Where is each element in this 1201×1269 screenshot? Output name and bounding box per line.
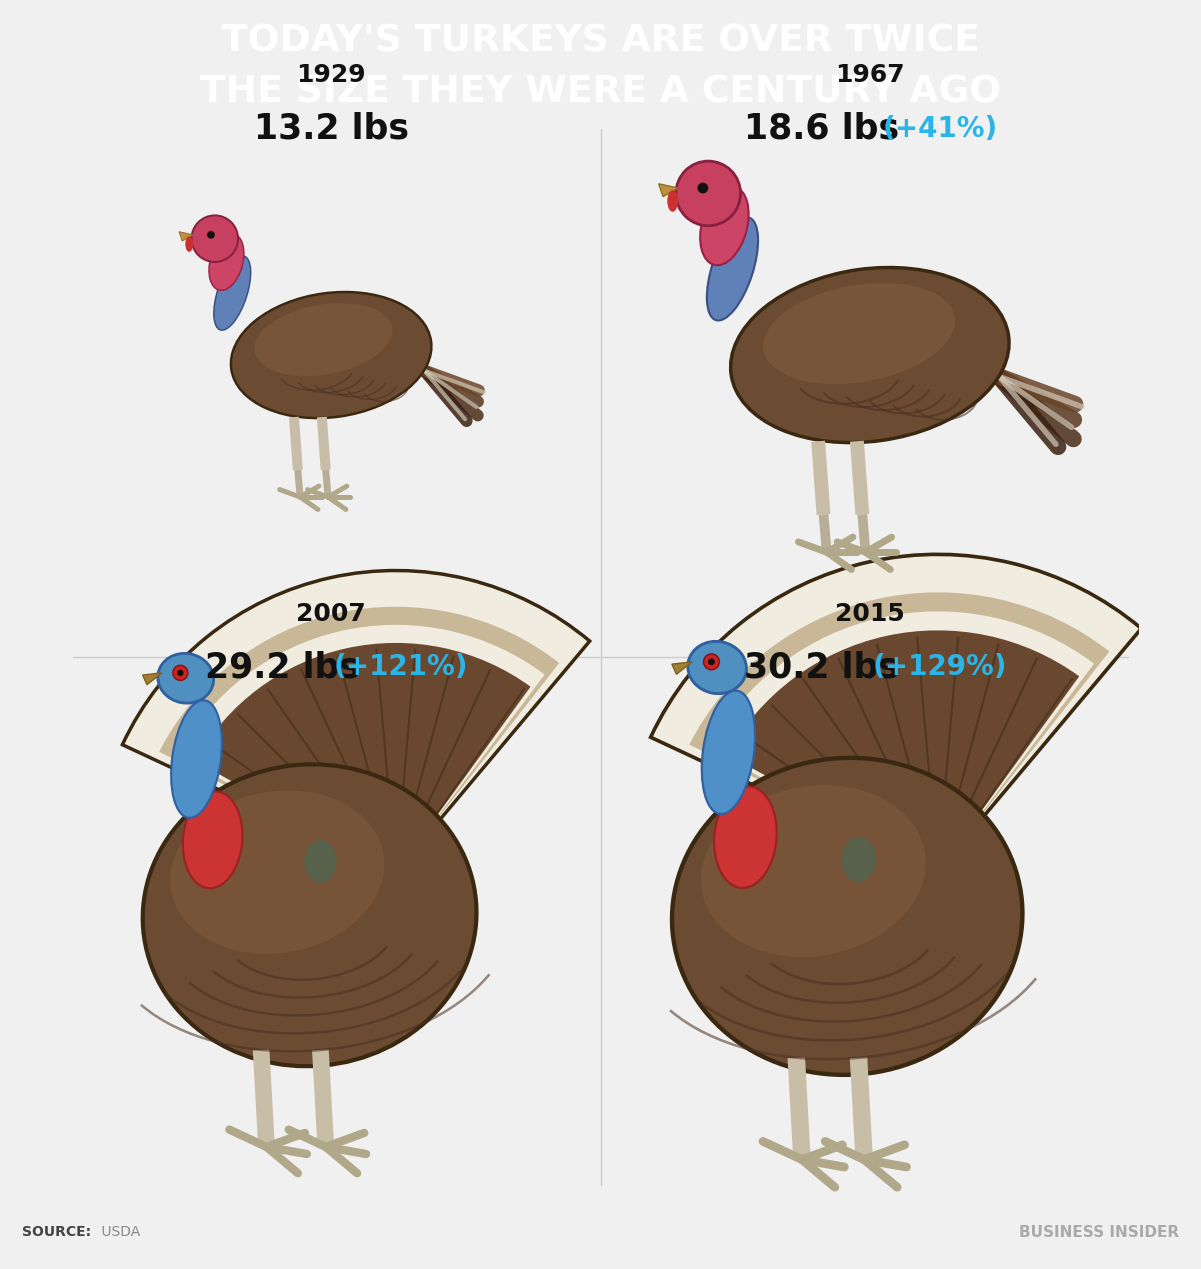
Ellipse shape <box>688 641 747 694</box>
Ellipse shape <box>171 791 384 954</box>
Text: 2015: 2015 <box>835 602 904 626</box>
Ellipse shape <box>183 792 243 888</box>
Ellipse shape <box>143 764 477 1066</box>
Text: 18.6 lbs: 18.6 lbs <box>743 112 898 146</box>
Text: THE SIZE THEY WERE A CENTURY AGO: THE SIZE THEY WERE A CENTURY AGO <box>199 74 1002 110</box>
Text: (+121%): (+121%) <box>334 654 468 681</box>
Wedge shape <box>651 555 1141 871</box>
Ellipse shape <box>171 700 222 817</box>
Ellipse shape <box>701 690 755 813</box>
Polygon shape <box>658 184 679 197</box>
Ellipse shape <box>700 187 748 265</box>
Text: SOURCE:: SOURCE: <box>22 1225 91 1240</box>
Text: 30.2 lbs: 30.2 lbs <box>743 651 898 684</box>
Ellipse shape <box>304 840 336 883</box>
Ellipse shape <box>157 654 214 703</box>
Wedge shape <box>196 643 531 872</box>
Ellipse shape <box>730 268 1009 443</box>
Text: 1967: 1967 <box>835 63 904 86</box>
Text: USDA: USDA <box>97 1225 141 1240</box>
Text: 29.2 lbs: 29.2 lbs <box>205 651 360 684</box>
Circle shape <box>191 216 238 261</box>
Circle shape <box>704 654 719 670</box>
Ellipse shape <box>668 190 679 212</box>
Text: BUSINESS INSIDER: BUSINESS INSIDER <box>1020 1225 1179 1240</box>
Ellipse shape <box>707 217 758 321</box>
Ellipse shape <box>715 787 777 888</box>
Ellipse shape <box>231 292 431 418</box>
Circle shape <box>709 659 715 665</box>
Ellipse shape <box>842 838 876 882</box>
Ellipse shape <box>701 786 926 957</box>
Circle shape <box>177 670 184 676</box>
Circle shape <box>207 231 215 239</box>
Wedge shape <box>160 607 560 872</box>
Wedge shape <box>709 612 1094 871</box>
Text: 13.2 lbs: 13.2 lbs <box>253 112 408 146</box>
Ellipse shape <box>185 236 193 251</box>
Text: (+129%): (+129%) <box>873 654 1008 681</box>
Circle shape <box>698 183 709 193</box>
Ellipse shape <box>763 283 955 385</box>
Wedge shape <box>178 624 545 872</box>
Wedge shape <box>727 631 1080 871</box>
Circle shape <box>173 665 187 680</box>
Ellipse shape <box>209 233 244 291</box>
Polygon shape <box>179 232 193 241</box>
Polygon shape <box>671 662 692 674</box>
Text: 2007: 2007 <box>297 602 366 626</box>
Ellipse shape <box>255 303 393 376</box>
Ellipse shape <box>673 758 1022 1075</box>
Text: TODAY'S TURKEYS ARE OVER TWICE: TODAY'S TURKEYS ARE OVER TWICE <box>222 23 979 60</box>
Polygon shape <box>143 673 162 685</box>
Circle shape <box>676 161 741 226</box>
Text: 1929: 1929 <box>297 63 366 86</box>
Ellipse shape <box>214 256 251 330</box>
Wedge shape <box>689 593 1110 871</box>
Text: (+41%): (+41%) <box>883 114 998 143</box>
Wedge shape <box>123 571 590 872</box>
